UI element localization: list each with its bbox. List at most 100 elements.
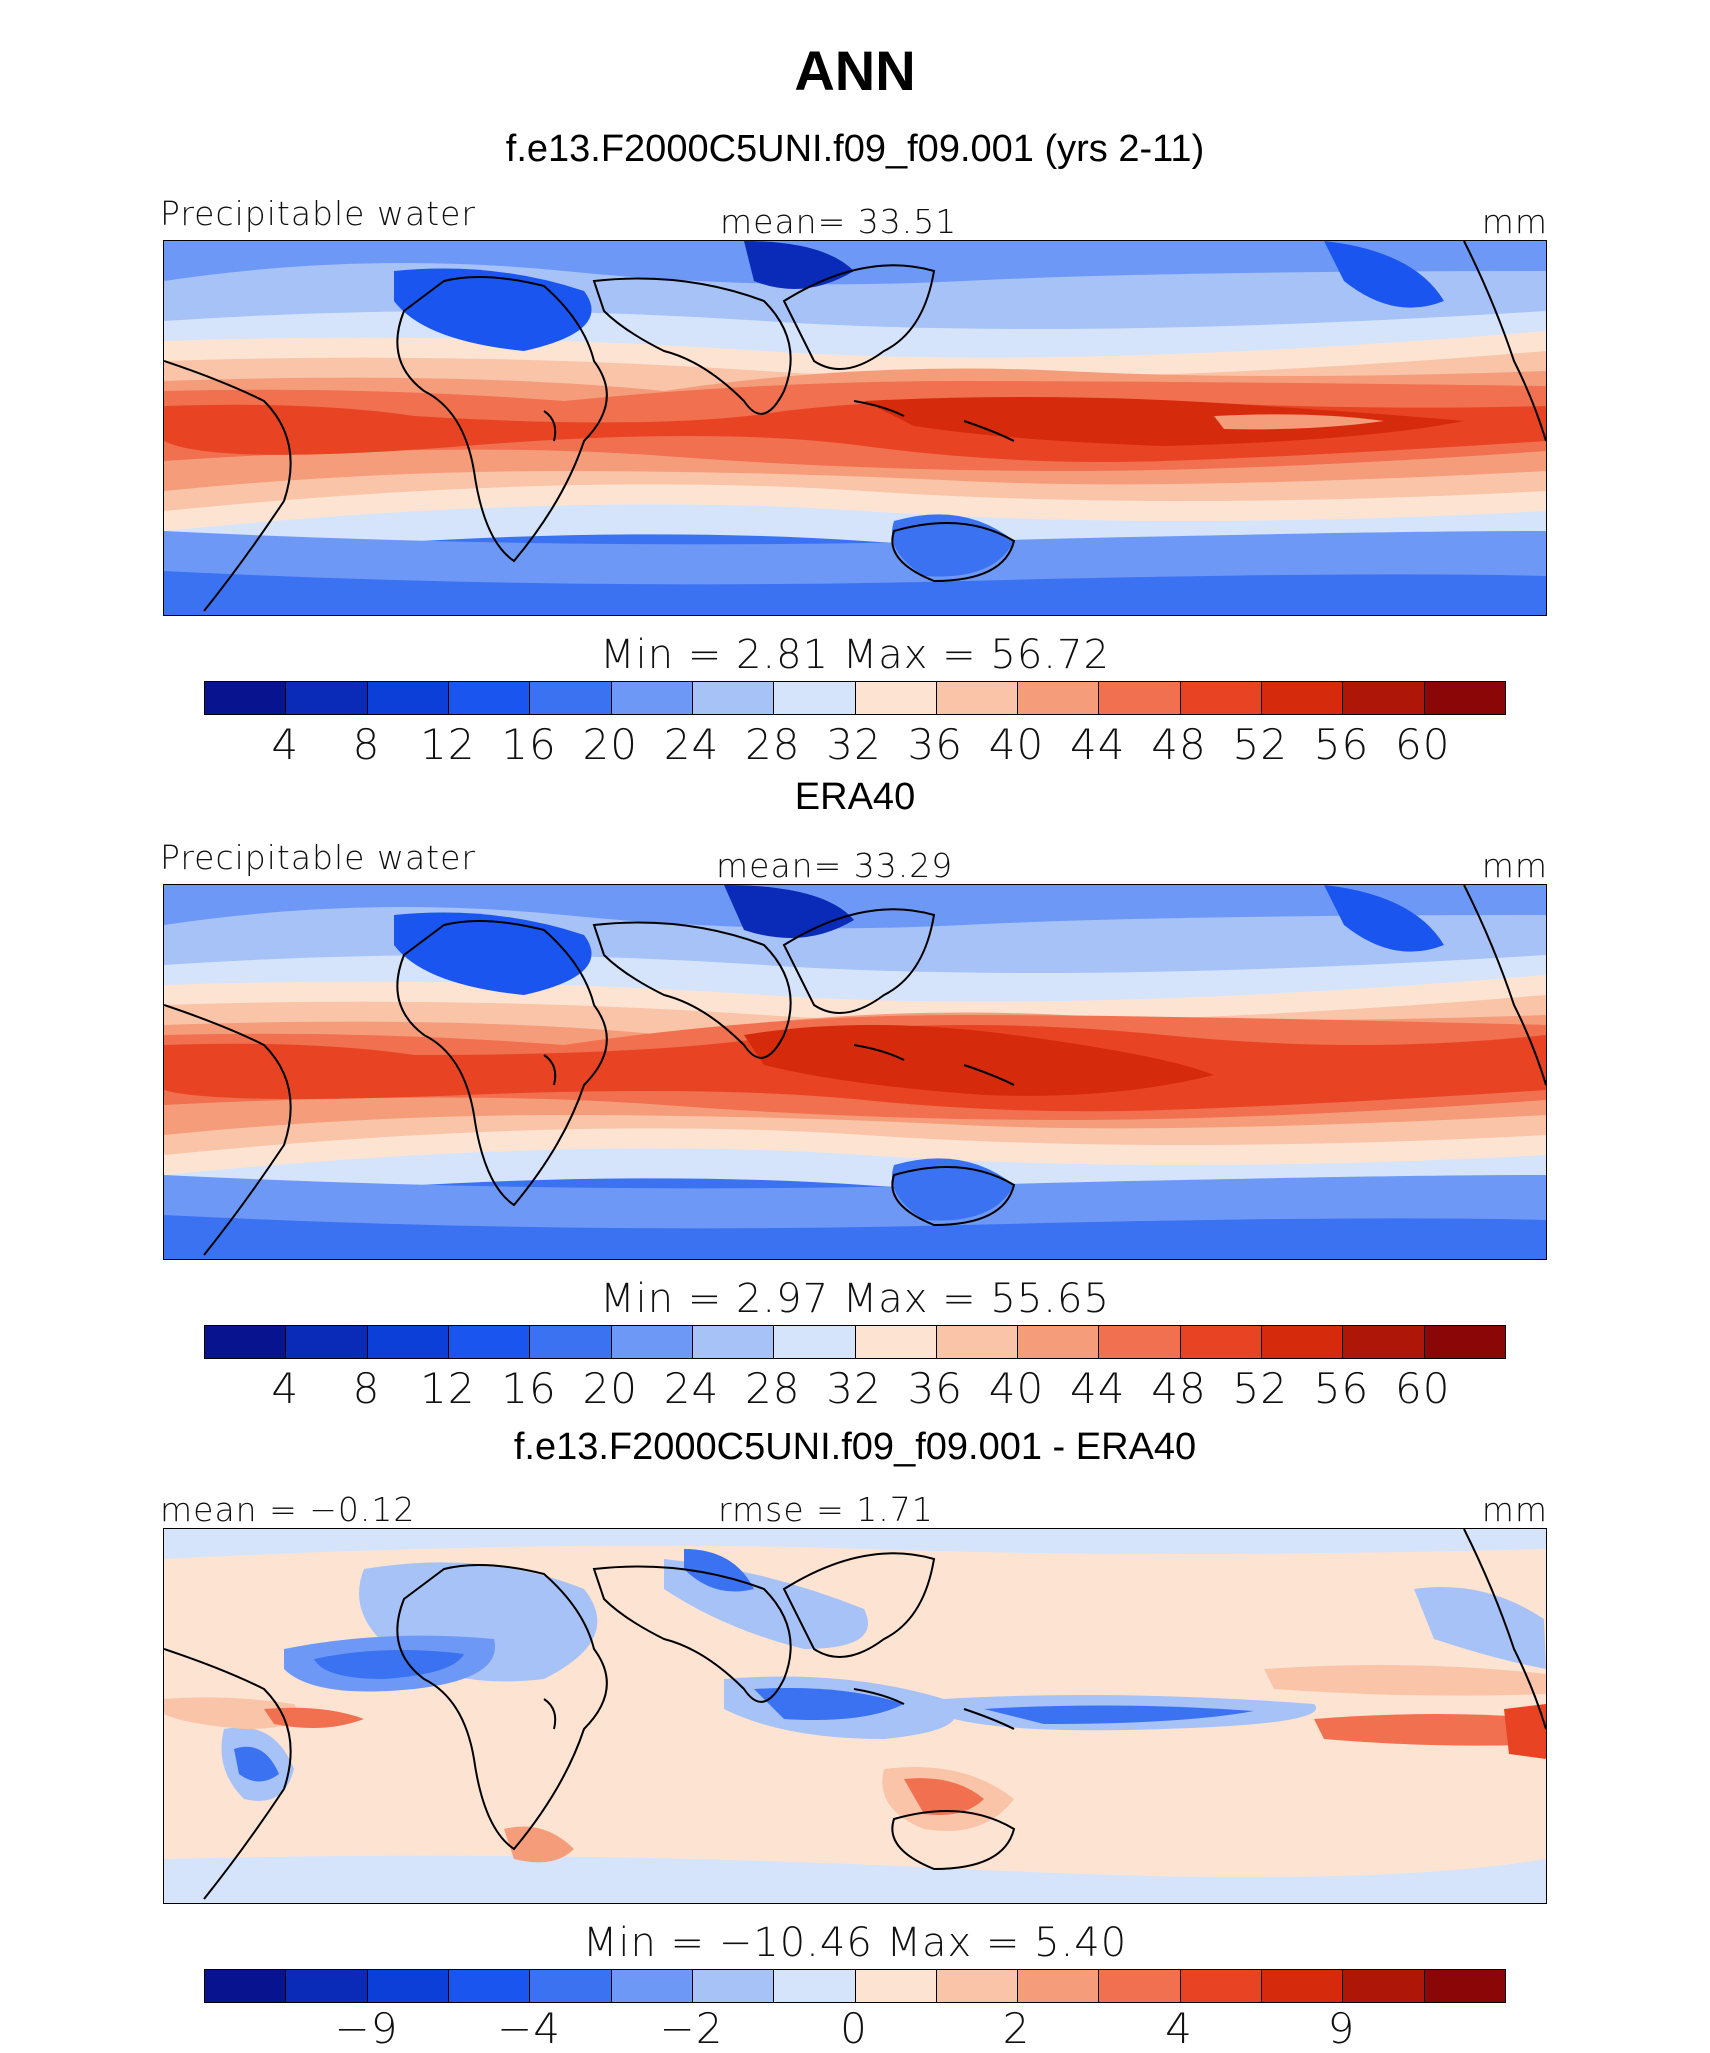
colorbar-box <box>367 1326 449 1358</box>
colorbar-tick-label: 4 <box>1165 2004 1193 2053</box>
colorbar-box <box>1018 1970 1100 2002</box>
colorbar-tick-label: 56 <box>1313 1364 1370 1413</box>
colorbar-tick-label: 28 <box>745 1364 801 1413</box>
colorbar-tick-label: 40 <box>988 1364 1045 1413</box>
panel-1-colorbar <box>204 681 1506 715</box>
colorbar-box <box>1018 682 1100 714</box>
panel-3-rmse-label: rmse = 1.71 <box>718 1490 934 1529</box>
colorbar-box <box>692 1970 775 2002</box>
colorbar-box <box>692 1326 775 1358</box>
colorbar-tick-label: 48 <box>1151 720 1207 769</box>
colorbar-box <box>1424 682 1505 714</box>
colorbar-box <box>774 1970 856 2002</box>
panel-1-min-max: Min = 2.81 Max = 56.72 <box>600 632 1110 678</box>
colorbar-box <box>1262 1970 1344 2002</box>
panel-2-colorbar <box>204 1325 1506 1359</box>
panel-2-mean-label: mean= 33.29 <box>716 846 954 885</box>
colorbar-tick-label: 8 <box>352 1364 381 1413</box>
colorbar-box <box>855 1970 937 2002</box>
panel-1-colorbar-ticks: 4 8 12 16 20 24 28 32 36 40 44 48 52 56 60 <box>204 720 1504 770</box>
colorbar-box <box>448 682 531 714</box>
panel-2-colorbar-ticks: 4 8 12 16 20 24 28 32 36 40 44 48 52 56 60 <box>204 1364 1504 1414</box>
panel-3-colorbar-ticks: −9 −4 −2 0 2 4 9 <box>204 2004 1504 2053</box>
panel-1-map <box>163 240 1547 616</box>
colorbar-tick-label: 20 <box>582 720 638 769</box>
colorbar-tick-label: 40 <box>988 720 1045 769</box>
colorbar-tick-label: 60 <box>1395 1364 1451 1413</box>
colorbar-box <box>367 1970 449 2002</box>
panel-1-heading: f.e13.F2000C5UNI.f09_f09.001 (yrs 2-11) <box>505 128 1205 170</box>
colorbar-box <box>530 682 612 714</box>
colorbar-box <box>205 1326 287 1358</box>
panel-1-contour-field <box>164 241 1546 615</box>
colorbar-tick-label: 4 <box>271 1364 300 1413</box>
colorbar-box <box>448 1326 531 1358</box>
colorbar-tick-label: 44 <box>1070 1364 1126 1413</box>
colorbar-tick-label: 52 <box>1232 1364 1288 1413</box>
panel-3-contour-field <box>164 1529 1546 1903</box>
panel-2-units-label: mm <box>1481 846 1548 885</box>
colorbar-box <box>1262 1326 1344 1358</box>
colorbar-box <box>286 1970 368 2002</box>
colorbar-box <box>774 1326 856 1358</box>
panel-1-units-label: mm <box>1481 202 1548 241</box>
colorbar-box <box>1343 682 1425 714</box>
panel-2-contour-field <box>164 885 1546 1259</box>
colorbar-box <box>1262 682 1344 714</box>
panel-3-min-max: Min = −10.46 Max = 5.40 <box>582 1920 1128 1966</box>
colorbar-tick-label: 0 <box>840 2004 868 2053</box>
colorbar-tick-label: −2 <box>659 2004 724 2053</box>
colorbar-box <box>855 1326 937 1358</box>
colorbar-box <box>1099 682 1181 714</box>
panel-2-heading: ERA40 <box>794 776 916 818</box>
colorbar-tick-label: 2 <box>1002 2004 1031 2053</box>
colorbar-box <box>936 1326 1019 1358</box>
colorbar-box <box>1343 1970 1425 2002</box>
colorbar-box <box>692 682 775 714</box>
colorbar-tick-label: 56 <box>1313 720 1370 769</box>
panel-2-map <box>163 884 1547 1260</box>
colorbar-box <box>1099 1970 1181 2002</box>
colorbar-tick-label: 24 <box>663 720 720 769</box>
colorbar-tick-label: 44 <box>1070 720 1126 769</box>
colorbar-box <box>936 682 1019 714</box>
colorbar-box <box>530 1970 612 2002</box>
colorbar-box <box>1424 1326 1505 1358</box>
colorbar-tick-label: 52 <box>1232 720 1288 769</box>
colorbar-box <box>1099 1326 1181 1358</box>
colorbar-box <box>1180 1326 1263 1358</box>
colorbar-box <box>611 682 693 714</box>
colorbar-tick-label: 16 <box>501 1364 557 1413</box>
figure-title: ANN <box>794 39 916 102</box>
colorbar-box <box>205 682 287 714</box>
colorbar-box <box>611 1326 693 1358</box>
colorbar-box <box>774 682 856 714</box>
colorbar-tick-label: 28 <box>745 720 801 769</box>
colorbar-tick-label: 12 <box>420 720 476 769</box>
panel-2-min-max: Min = 2.97 Max = 55.65 <box>600 1276 1110 1322</box>
panel-3-heading: f.e13.F2000C5UNI.f09_f09.001 - ERA40 <box>513 1426 1197 1468</box>
colorbar-tick-label: 8 <box>352 720 381 769</box>
colorbar-tick-label: 36 <box>907 1364 963 1413</box>
colorbar-tick-label: 16 <box>501 720 557 769</box>
colorbar-box <box>205 1970 287 2002</box>
colorbar-tick-label: 48 <box>1151 1364 1207 1413</box>
panel-1-variable-label: Precipitable water <box>160 194 476 233</box>
colorbar-box <box>448 1970 531 2002</box>
colorbar-box <box>286 682 368 714</box>
panel-2-variable-label: Precipitable water <box>160 838 476 877</box>
colorbar-box <box>936 1970 1019 2002</box>
colorbar-tick-label: 36 <box>907 720 963 769</box>
colorbar-tick-label: 24 <box>663 1364 720 1413</box>
colorbar-tick-label: 32 <box>826 1364 882 1413</box>
colorbar-tick-label: 32 <box>826 720 882 769</box>
colorbar-tick-label: −4 <box>497 2004 561 2053</box>
colorbar-box <box>611 1970 693 2002</box>
colorbar-box <box>1424 1970 1505 2002</box>
panel-3-colorbar <box>204 1969 1506 2003</box>
colorbar-box <box>530 1326 612 1358</box>
colorbar-box <box>1180 1970 1263 2002</box>
colorbar-box <box>855 682 937 714</box>
panel-1-mean-label: mean= 33.51 <box>720 202 958 241</box>
colorbar-tick-label: 9 <box>1327 2004 1356 2053</box>
